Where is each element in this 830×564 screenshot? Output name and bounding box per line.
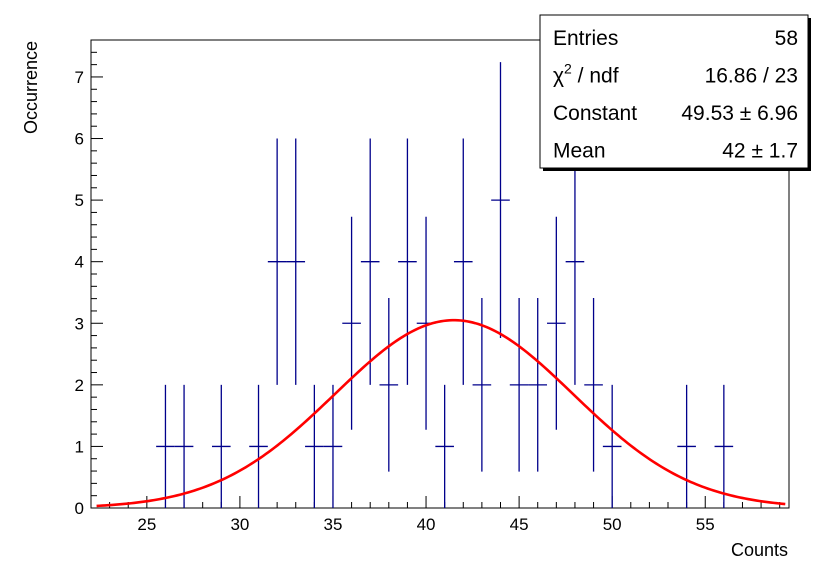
- stats-box-frame: [539, 14, 809, 169]
- histogram-point: [305, 384, 324, 508]
- x-tick-label: 50: [603, 515, 622, 534]
- histogram-point: [360, 138, 380, 385]
- histogram-point: [286, 138, 306, 385]
- y-tick-label: 6: [75, 130, 84, 149]
- stats-value: 49.53 ± 6.96: [681, 102, 798, 125]
- histogram-point: [584, 298, 603, 472]
- y-tick-label: 1: [75, 437, 84, 456]
- x-tick-label: 55: [696, 515, 715, 534]
- histogram-point: [565, 138, 585, 385]
- x-axis-title: Counts: [731, 540, 788, 560]
- y-axis-title: Occurrence: [21, 41, 41, 134]
- stats-box: Entries 58 χ2 / ndf 16.86 / 23 Constant 49.53…: [539, 14, 811, 171]
- histogram-point: [714, 384, 734, 508]
- y-tick-label: 3: [75, 314, 84, 333]
- gaussian-fit-curve: [96, 318, 786, 508]
- y-tick-label: 2: [75, 376, 84, 395]
- histogram-point: [472, 298, 492, 472]
- y-tick-label: 4: [75, 253, 84, 272]
- stats-label: Mean: [553, 140, 606, 163]
- x-tick-label: 40: [417, 515, 436, 534]
- y-tick-label: 5: [75, 191, 84, 210]
- histogram-point: [491, 62, 510, 339]
- histogram-point: [323, 384, 343, 508]
- stats-value: 42 ± 1.7: [722, 140, 798, 163]
- histogram-point: [602, 384, 622, 508]
- histogram-point: [342, 216, 361, 430]
- x-tick-label: 25: [137, 515, 156, 534]
- stats-label: Entries: [553, 27, 618, 50]
- histogram-points: [156, 62, 734, 508]
- histogram-point: [211, 384, 231, 508]
- histogram-point: [249, 384, 268, 508]
- histogram-point: [267, 138, 287, 385]
- stats-label: χ2 / ndf: [553, 61, 619, 88]
- y-axis: 0 1 2 3 4 5 6 7: [75, 39, 103, 518]
- histogram-point: [156, 384, 175, 508]
- histogram-point: [528, 298, 548, 472]
- histogram-point: [379, 298, 399, 472]
- stats-label: Constant: [553, 102, 637, 125]
- x-tick-label: 30: [230, 515, 249, 534]
- stats-value: 16.86 / 23: [705, 65, 798, 88]
- x-tick-label: 45: [510, 515, 529, 534]
- histogram-point: [174, 384, 194, 508]
- y-tick-label: 7: [75, 68, 84, 87]
- stats-value: 58: [775, 27, 798, 50]
- histogram-point: [435, 384, 454, 508]
- y-tick-label: 0: [75, 499, 84, 518]
- histogram-point: [453, 138, 473, 385]
- histogram-point: [677, 384, 696, 508]
- histogram-point: [398, 138, 417, 385]
- x-tick-label: 35: [324, 515, 343, 534]
- histogram-point: [509, 298, 529, 472]
- histogram-point: [547, 216, 566, 430]
- x-axis: 25 30 35 40 45 50 55: [90, 496, 781, 534]
